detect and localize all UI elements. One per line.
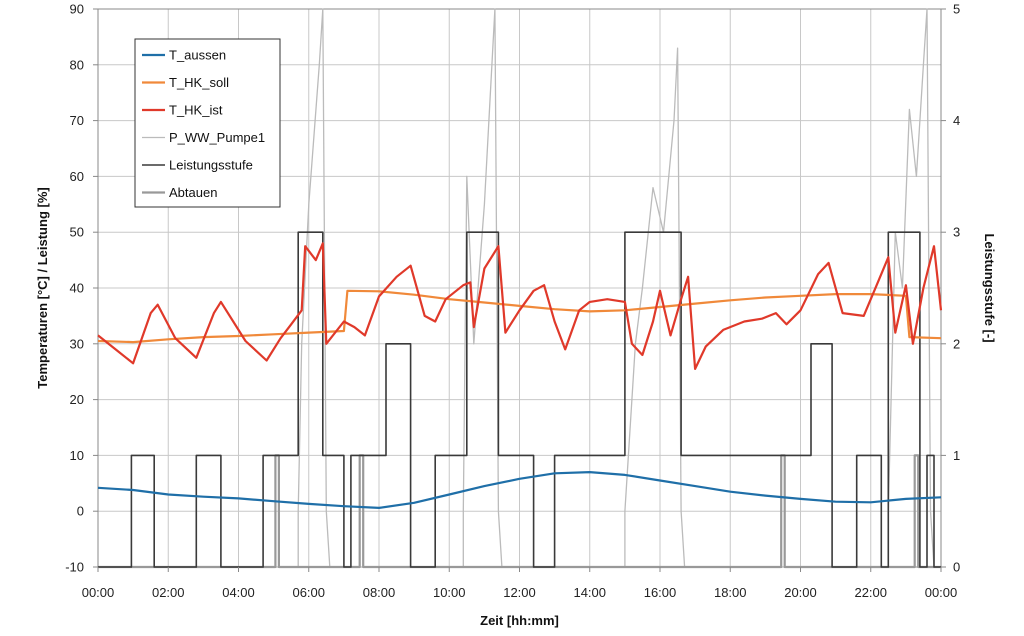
y-tick-label: 90	[70, 2, 84, 17]
x-tick-label: 22:00	[854, 585, 887, 600]
series-line-p-ww-pumpe1	[98, 8, 941, 568]
y2-tick-label: 0	[953, 560, 960, 575]
legend-label: Abtauen	[169, 185, 217, 200]
x-axis-title: Zeit [hh:mm]	[480, 613, 559, 628]
y-tick-label: 0	[77, 504, 84, 519]
x-tick-label: 14:00	[573, 585, 606, 600]
y2-tick-label: 1	[953, 448, 960, 463]
y-tick-label: 70	[70, 113, 84, 128]
series-layer	[97, 8, 943, 569]
y2-tick-label: 5	[953, 2, 960, 17]
y-tick-label: 10	[70, 448, 84, 463]
legend: T_aussen T_HK_soll T_HK_ist P_WW_Pumpe1 Leis…	[134, 38, 281, 208]
legend-label: P_WW_Pumpe1	[169, 130, 265, 145]
y2-tick-label: 2	[953, 336, 960, 351]
y-tick-label: 20	[70, 392, 84, 407]
x-tick-label: 16:00	[644, 585, 677, 600]
y-tick-label: 30	[70, 336, 84, 351]
x-axis-ticks: 00:00 02:00 04:00 06:00 08:00 10:00 12:00 14:00…	[82, 567, 958, 600]
legend-label: T_HK_ist	[169, 103, 223, 118]
x-tick-label: 06:00	[292, 585, 325, 600]
y-tick-label: 80	[70, 57, 84, 72]
x-tick-label: 00:00	[925, 585, 958, 600]
y2-tick-label: 3	[953, 225, 960, 240]
y-axis-title: Temperaturen [°C] / Leistung [%]	[35, 187, 50, 388]
y-tick-label: 40	[70, 281, 84, 296]
legend-label: T_aussen	[169, 48, 226, 63]
y-tick-label: 60	[70, 169, 84, 184]
x-tick-label: 20:00	[784, 585, 817, 600]
y-tick-label: 50	[70, 225, 84, 240]
x-tick-label: 12:00	[503, 585, 536, 600]
x-tick-label: 10:00	[433, 585, 466, 600]
y2-axis-ticks: 0 1 2 3 4 5	[941, 2, 960, 575]
legend-label: Leistungsstufe	[169, 158, 253, 173]
x-tick-label: 18:00	[714, 585, 747, 600]
y2-tick-label: 4	[953, 113, 960, 128]
series-line-t-aussen	[97, 471, 942, 509]
x-tick-label: 02:00	[152, 585, 185, 600]
y-axis-ticks: -10 0 10 20 30 40 50 60 70 80 90	[65, 2, 98, 575]
series-line-t-hk-soll	[97, 289, 942, 344]
series-line-leistungsstufe	[98, 231, 941, 568]
y-tick-label: -10	[65, 560, 84, 575]
legend-label: T_HK_soll	[169, 75, 229, 90]
series-line-t-hk-ist	[97, 242, 943, 370]
legend-box	[134, 38, 281, 208]
y2-axis-title: Leistungsstufe [-]	[982, 233, 997, 342]
x-tick-label: 04:00	[222, 585, 255, 600]
x-tick-label: 08:00	[363, 585, 396, 600]
x-tick-label: 00:00	[82, 585, 115, 600]
